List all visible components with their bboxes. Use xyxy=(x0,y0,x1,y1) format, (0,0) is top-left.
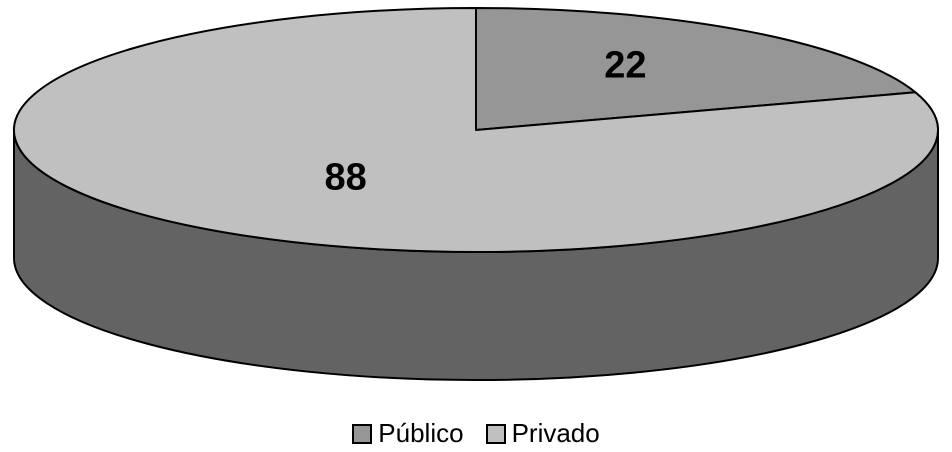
legend-item-publico: Público xyxy=(352,418,464,449)
data-label-publico: 22 xyxy=(604,45,646,87)
legend-label-privado: Privado xyxy=(511,418,600,448)
pie-slice-privado xyxy=(13,7,939,253)
legend: Público Privado xyxy=(0,418,952,449)
pie-chart: 22 88 xyxy=(13,7,939,381)
pie-slice-publico xyxy=(475,7,917,131)
legend-item-privado: Privado xyxy=(485,418,600,449)
legend-swatch-privado xyxy=(485,423,506,444)
data-label-privado: 88 xyxy=(325,156,367,198)
legend-swatch-publico xyxy=(352,423,373,444)
legend-label-publico: Público xyxy=(378,418,464,448)
